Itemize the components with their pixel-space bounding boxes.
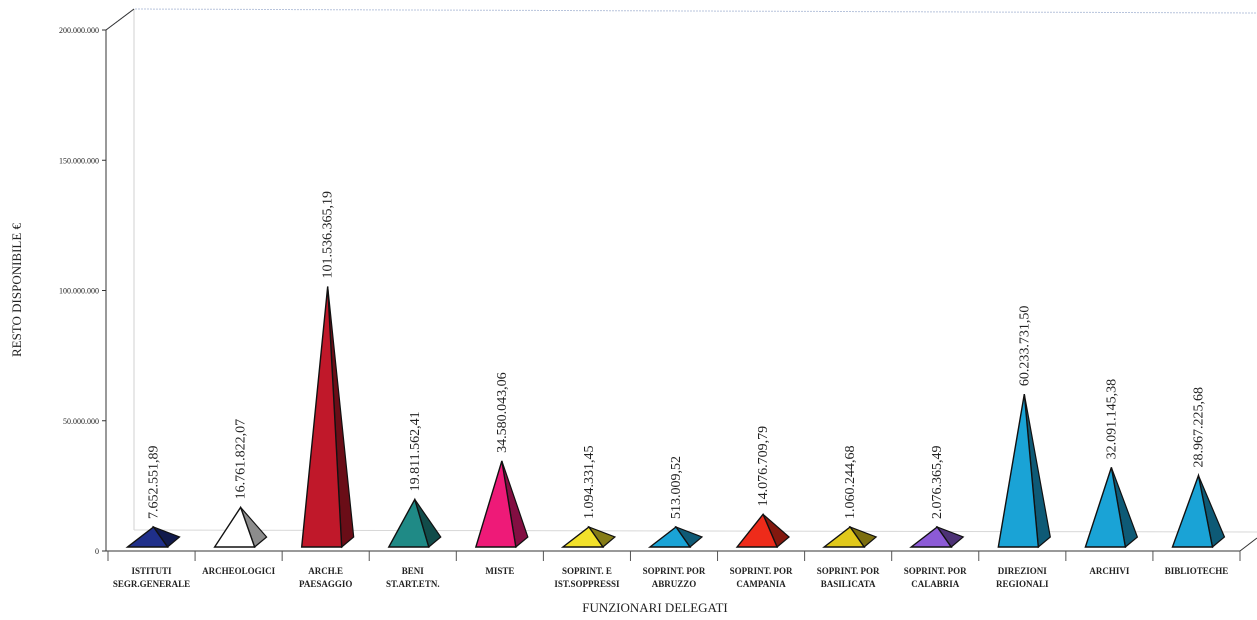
x-category-label: CALABRIA [911, 579, 960, 589]
x-category-label: SOPRINT. E [562, 566, 612, 576]
data-value-label: 60.233.731,50 [1017, 306, 1032, 387]
x-category-label: CAMPANIA [736, 579, 786, 589]
floor-right-edge [1239, 537, 1257, 552]
x-category-label: DIREZIONI [998, 566, 1048, 576]
x-category-label: BIBLIOTECHE [1165, 566, 1229, 576]
pyramid-bar [1171, 472, 1214, 548]
y-tick-label: 200.000.000 [59, 26, 99, 35]
x-category-label: ABRUZZO [652, 579, 697, 589]
x-category-label: ARCH.E [308, 566, 343, 576]
data-value-label: 513.009,52 [669, 456, 684, 519]
pyramid-bar [300, 286, 343, 548]
x-category-label: ISTITUTI [132, 566, 173, 576]
data-value-label: 16.761.822,07 [234, 419, 249, 500]
x-category-label: SOPRINT. POR [817, 566, 880, 576]
x-category-label: BASILICATA [821, 579, 876, 589]
data-value-label: 19.811.562,41 [408, 411, 423, 491]
y-tick-label: 150.000.000 [59, 156, 99, 165]
y-axis-title: RESTO DISPONIBILE € [9, 222, 24, 357]
x-category-label: ARCHIVI [1089, 566, 1130, 576]
x-category-label: BENI [402, 566, 425, 576]
y-tick-label: 100.000.000 [59, 287, 99, 296]
pyramid-bar [735, 512, 779, 548]
data-value-label: 2.076.365,49 [930, 446, 945, 520]
y-tick-label: 0 [95, 547, 99, 556]
data-value-label: 28.967.225,68 [1191, 387, 1206, 468]
x-category-label: REGIONALI [996, 579, 1049, 589]
x-category-label: SOPRINT. POR [904, 566, 967, 576]
y-tick-label: 50.000.000 [63, 417, 99, 426]
x-axis-title: FUNZIONARI DELEGATI [582, 600, 728, 615]
pyramid-bar [387, 497, 430, 548]
pyramid-bar [822, 525, 866, 548]
pyramid-bar [647, 525, 692, 548]
data-value-label: 1.060.244,68 [843, 446, 858, 520]
x-category-label: IST.SOPPRESSI [554, 579, 620, 589]
floor-back-edge [133, 529, 1257, 533]
y-axis-top-diagonal [105, 8, 135, 31]
pyramid-bar [1084, 467, 1127, 548]
data-value-label: 32.091.145,38 [1104, 379, 1119, 460]
pyramid-bar [909, 525, 953, 548]
x-category-label: SOPRINT. POR [730, 566, 793, 576]
x-category-label: PAESAGGIO [299, 579, 352, 589]
pyramid-bar [125, 525, 169, 548]
pyramid-bar [474, 460, 517, 548]
data-value-label: 14.076.709,79 [756, 426, 771, 507]
data-value-label: 34.580.043,06 [495, 372, 510, 453]
x-category-label: SEGR.GENERALE [113, 579, 190, 589]
x-category-label: ST.ART.ETN. [386, 579, 440, 589]
x-category-label: MISTE [485, 566, 514, 576]
x-category-label: ARCHEOLOGICI [202, 566, 276, 576]
pyramid-bar [213, 505, 256, 548]
data-value-label: 1.094.331,45 [582, 446, 597, 520]
data-value-label: 7.652.551,89 [147, 446, 162, 520]
pyramid-bar [997, 393, 1040, 548]
back-wall-top-edge [105, 8, 1257, 31]
data-value-label: 101.536.365,19 [321, 191, 336, 279]
pyramid-bar [560, 525, 605, 548]
x-category-label: SOPRINT. POR [643, 566, 706, 576]
